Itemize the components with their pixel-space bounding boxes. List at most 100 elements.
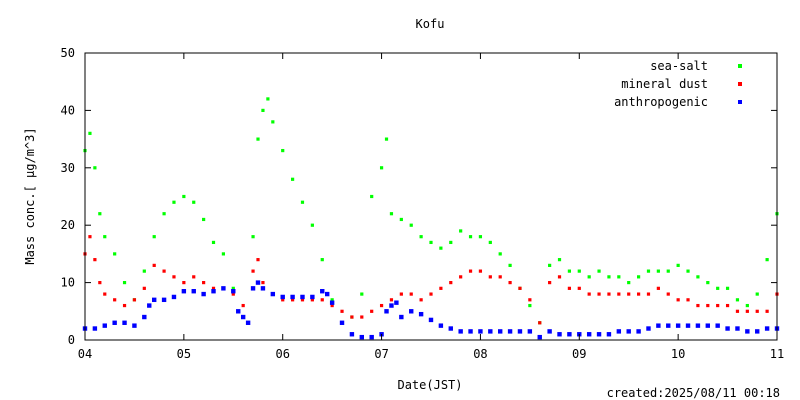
data-point: [755, 292, 759, 296]
data-point: [577, 286, 581, 290]
legend-marker: [738, 82, 742, 86]
data-point: [300, 294, 305, 300]
data-point: [256, 137, 260, 141]
data-point: [260, 286, 266, 291]
legend-marker: [738, 64, 742, 68]
data-point: [399, 314, 404, 320]
data-point: [765, 309, 769, 313]
data-point: [191, 289, 196, 294]
data-point: [538, 321, 542, 325]
data-point: [240, 314, 246, 320]
data-point: [271, 120, 275, 124]
data-point: [310, 298, 314, 302]
data-point: [409, 292, 413, 296]
data-point: [103, 235, 107, 239]
data-point: [695, 323, 701, 328]
data-point: [280, 294, 285, 300]
data-point: [142, 269, 146, 273]
data-point: [360, 315, 364, 319]
data-point: [88, 235, 92, 239]
data-point: [221, 286, 226, 291]
data-point: [616, 329, 622, 334]
data-point: [716, 303, 720, 308]
data-point: [468, 329, 473, 334]
data-point: [606, 332, 612, 337]
data-point: [142, 286, 146, 290]
data-point: [439, 246, 443, 250]
data-point: [172, 275, 176, 279]
data-point: [498, 275, 502, 279]
data-point: [637, 275, 641, 279]
data-point: [478, 235, 483, 239]
data-point: [241, 303, 245, 308]
data-point: [113, 298, 117, 302]
data-point: [548, 263, 552, 267]
data-point: [320, 258, 324, 262]
data-point: [468, 235, 473, 239]
data-point: [379, 303, 384, 308]
data-point: [725, 326, 730, 331]
y-tick-label: 0: [68, 333, 75, 347]
data-point: [399, 217, 403, 222]
x-tick-label: 06: [275, 347, 289, 361]
data-point: [745, 329, 750, 334]
data-point: [607, 292, 611, 296]
data-point: [369, 334, 374, 340]
data-point: [389, 303, 394, 308]
data-point: [88, 131, 92, 135]
data-point: [384, 309, 389, 314]
data-point: [597, 292, 601, 296]
data-point: [290, 294, 295, 300]
data-point: [211, 286, 216, 290]
data-point: [577, 269, 581, 273]
data-point: [419, 298, 423, 302]
data-point: [547, 329, 552, 334]
data-point: [192, 200, 196, 204]
data-point: [507, 329, 513, 334]
y-tick-label: 40: [61, 103, 75, 117]
data-point: [132, 323, 137, 328]
data-point: [656, 269, 660, 273]
data-point: [548, 281, 552, 285]
data-point: [459, 229, 463, 233]
data-point: [636, 329, 641, 334]
legend: sea-salt mineral dust anthropogenic: [614, 59, 742, 109]
data-point: [256, 258, 260, 262]
data-point: [666, 269, 670, 273]
data-point: [112, 320, 117, 325]
data-point: [627, 281, 631, 285]
data-point: [300, 200, 305, 204]
data-point: [735, 326, 740, 331]
data-point: [182, 194, 186, 199]
x-tick-label: 11: [770, 347, 784, 361]
data-point: [245, 320, 251, 325]
data-point: [508, 281, 512, 285]
created-timestamp: created:2025/08/11 00:18: [607, 386, 780, 400]
data-point: [498, 329, 503, 334]
data-point: [696, 303, 700, 308]
data-point: [261, 281, 265, 285]
data-point: [735, 298, 740, 302]
data-point: [528, 303, 532, 308]
x-tick-label: 05: [177, 347, 191, 361]
data-point: [291, 298, 295, 302]
data-point: [340, 309, 344, 313]
data-point: [211, 240, 216, 245]
data-point: [439, 286, 443, 290]
y-tick-label: 10: [61, 276, 75, 290]
y-axis-label: Mass conc.[ μg/m^3]: [23, 127, 37, 264]
data-point: [488, 329, 493, 334]
data-point: [370, 194, 374, 199]
data-point: [291, 177, 295, 181]
x-axis-label: Date(JST): [397, 378, 462, 392]
data-point: [281, 298, 285, 302]
data-point: [202, 217, 206, 222]
data-point: [646, 269, 651, 273]
data-point: [251, 235, 255, 239]
data-point: [488, 275, 492, 279]
data-point: [607, 275, 611, 279]
data-point: [764, 326, 770, 331]
data-point: [755, 309, 759, 313]
data-point: [181, 289, 187, 294]
data-point: [557, 275, 562, 279]
